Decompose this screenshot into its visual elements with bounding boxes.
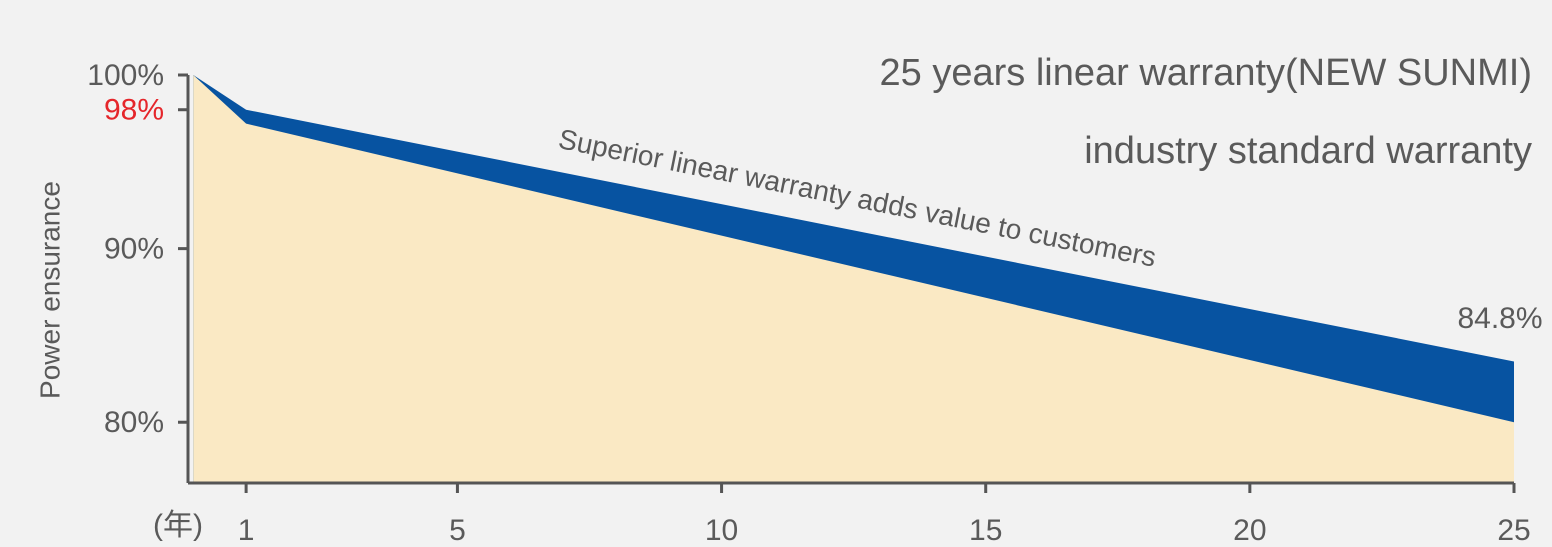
y-tick-label: 100% (87, 59, 164, 92)
y-tick-label: 80% (104, 406, 164, 439)
end-label: 84.8% (1457, 302, 1542, 335)
x-tick-label: 15 (969, 514, 1002, 547)
y-axis-label: Power ensurance (34, 181, 65, 399)
legend-entry: 25 years linear warranty(NEW SUNMI) (880, 52, 1532, 94)
legend-entry: industry standard warranty (1084, 130, 1532, 172)
x-axis-label: (年) (153, 509, 203, 542)
x-tick-label: 20 (1233, 514, 1266, 547)
y-tick-label: 90% (104, 233, 164, 266)
x-tick-label: 1 (238, 514, 255, 547)
x-tick-label: 5 (449, 514, 466, 547)
area (193, 75, 1515, 483)
x-tick-label: 10 (705, 514, 738, 547)
y-tick-label: 98% (104, 94, 164, 127)
x-tick-label: 25 (1497, 514, 1530, 547)
